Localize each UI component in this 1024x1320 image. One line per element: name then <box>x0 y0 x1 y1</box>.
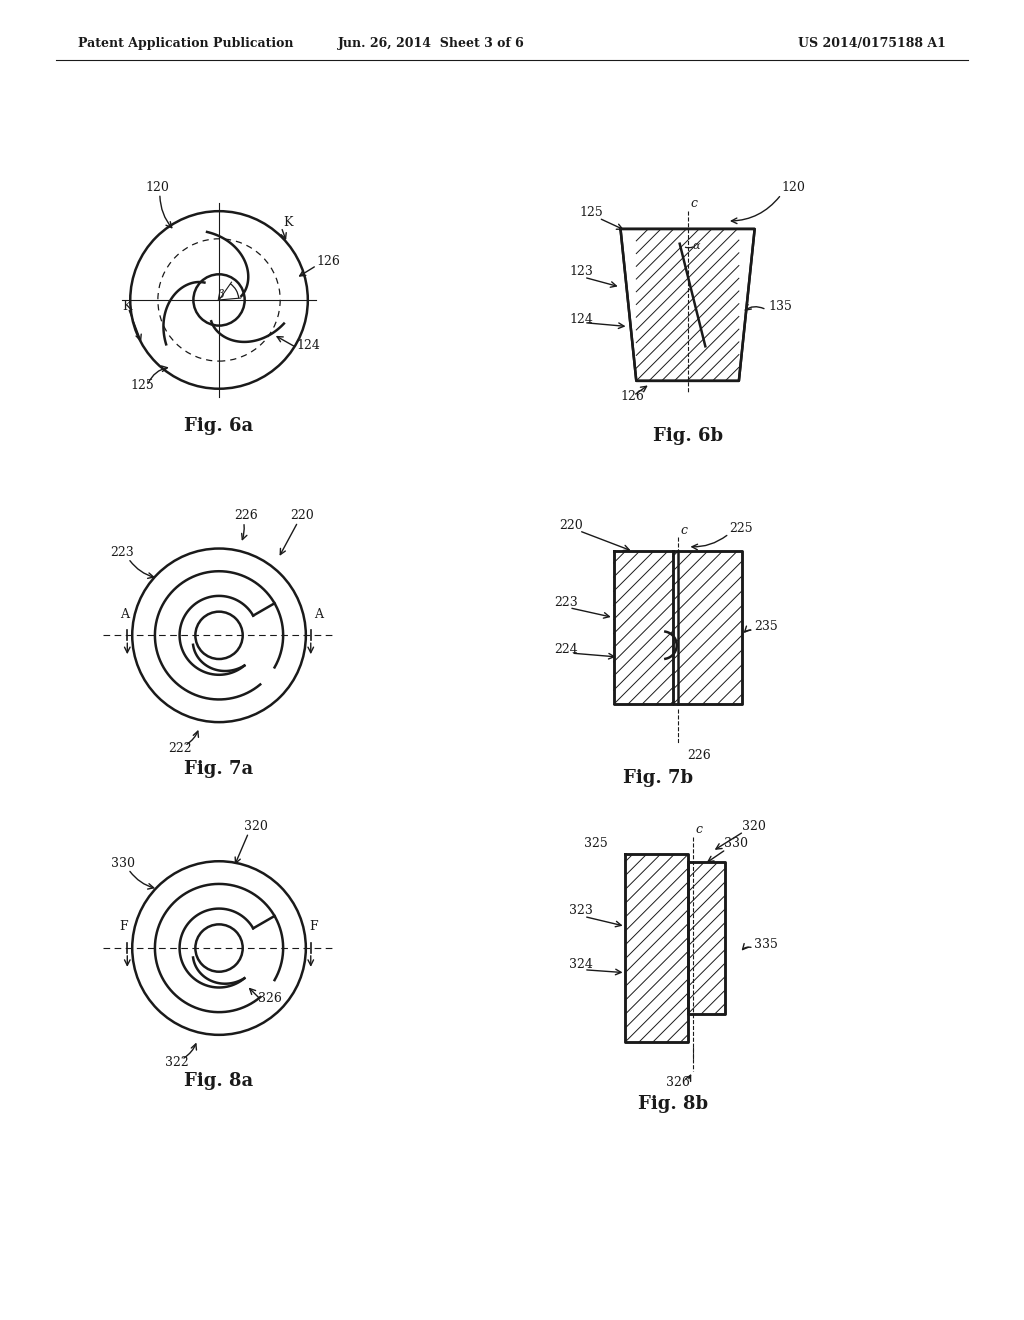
Text: 125: 125 <box>580 206 603 219</box>
Text: 224: 224 <box>554 643 579 656</box>
Text: 223: 223 <box>554 595 579 609</box>
Text: F: F <box>309 920 317 933</box>
Text: 126: 126 <box>621 389 644 403</box>
Text: 223: 223 <box>111 546 134 560</box>
Text: Patent Application Publication: Patent Application Publication <box>78 37 294 50</box>
Text: c: c <box>695 822 702 836</box>
Text: 320: 320 <box>244 820 267 833</box>
Text: 120: 120 <box>145 181 169 194</box>
Text: 125: 125 <box>130 379 154 392</box>
Text: F: F <box>120 920 128 933</box>
Text: c: c <box>690 197 697 210</box>
Text: A: A <box>121 607 129 620</box>
Text: 330: 330 <box>111 857 134 870</box>
Text: 225: 225 <box>729 521 753 535</box>
Text: 326: 326 <box>258 993 283 1006</box>
Text: 330: 330 <box>724 837 749 850</box>
Text: 326: 326 <box>666 1076 689 1089</box>
Text: Fig. 7b: Fig. 7b <box>623 770 693 787</box>
Text: 235: 235 <box>755 620 778 634</box>
Text: K: K <box>284 216 293 228</box>
Text: c: c <box>681 524 688 537</box>
Text: 124: 124 <box>569 313 593 326</box>
Text: Jun. 26, 2014  Sheet 3 of 6: Jun. 26, 2014 Sheet 3 of 6 <box>338 37 524 50</box>
Text: 222: 222 <box>168 742 191 755</box>
Text: Fig. 6b: Fig. 6b <box>652 428 723 445</box>
Text: Fig. 7a: Fig. 7a <box>184 759 254 777</box>
Text: 335: 335 <box>754 939 777 950</box>
Text: 322: 322 <box>165 1056 188 1069</box>
Text: β: β <box>217 289 223 300</box>
Text: Fig. 8b: Fig. 8b <box>638 1094 708 1113</box>
Text: 126: 126 <box>316 256 341 268</box>
Text: 120: 120 <box>781 181 805 194</box>
Text: Fig. 8a: Fig. 8a <box>184 1072 254 1090</box>
Text: 220: 220 <box>290 510 313 521</box>
Text: 324: 324 <box>569 958 593 970</box>
Text: 226: 226 <box>233 510 258 521</box>
Text: 220: 220 <box>559 519 583 532</box>
Text: 320: 320 <box>741 820 766 833</box>
Text: K: K <box>122 300 132 313</box>
Text: A: A <box>313 607 323 620</box>
Text: US 2014/0175188 A1: US 2014/0175188 A1 <box>798 37 946 50</box>
Text: 325: 325 <box>584 837 608 850</box>
Text: 123: 123 <box>569 265 593 279</box>
Text: 124: 124 <box>296 339 319 352</box>
Text: 135: 135 <box>768 300 793 313</box>
Text: Fig. 6a: Fig. 6a <box>184 417 254 436</box>
Text: 323: 323 <box>569 903 593 916</box>
Text: 226: 226 <box>687 748 712 762</box>
Text: α: α <box>692 240 700 251</box>
